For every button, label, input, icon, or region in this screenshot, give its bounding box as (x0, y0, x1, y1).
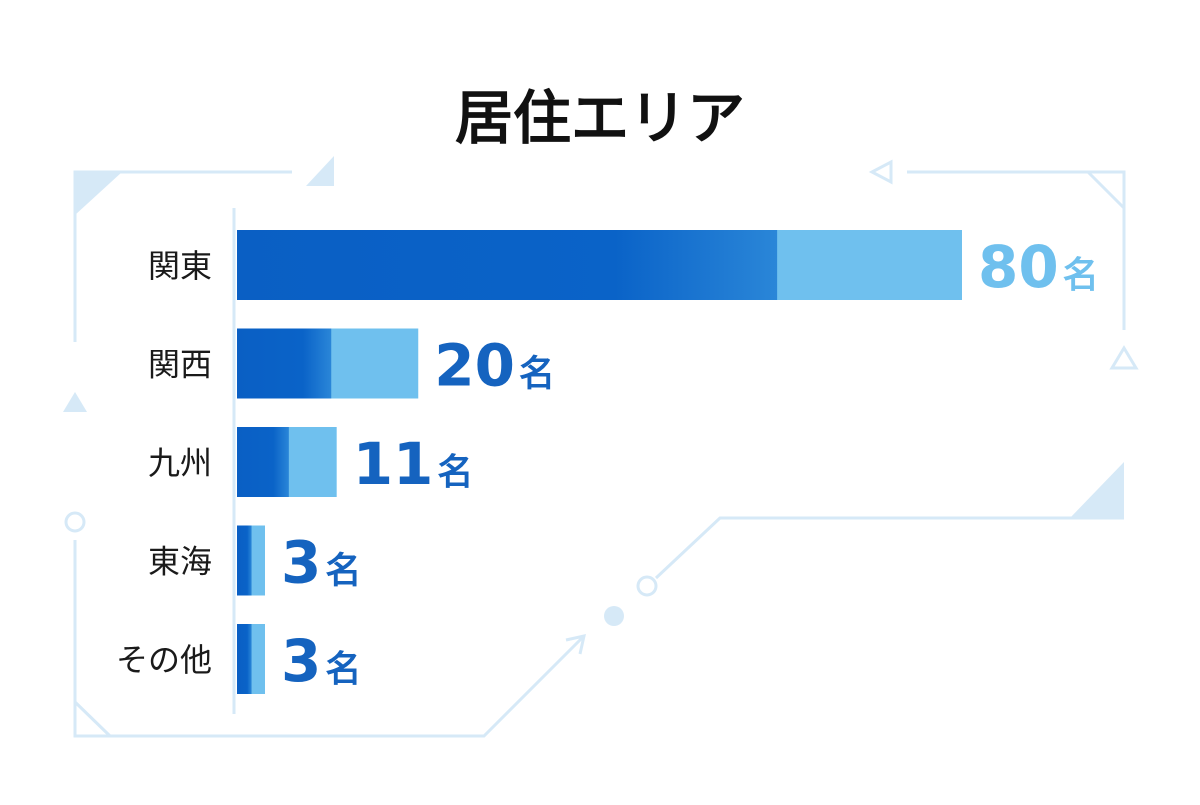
triangle-outline-icon (1109, 345, 1139, 370)
frame-corner-right (1070, 462, 1124, 518)
triangle-icon (306, 156, 334, 186)
value-unit: 名 (325, 649, 361, 690)
category-label: その他 (116, 641, 212, 679)
bar-dark-segment (237, 624, 252, 694)
bar-5 (237, 624, 265, 694)
decorative-frame (63, 156, 1139, 738)
category-label: 関西 (148, 346, 212, 384)
value-number: 80 (978, 233, 1059, 301)
arrow-icon (565, 634, 586, 655)
bar-dark-segment (237, 328, 332, 399)
bar-4 (237, 525, 265, 596)
bar-dark-segment (237, 427, 289, 497)
category-label: 東海 (148, 543, 212, 581)
value-number: 20 (434, 332, 515, 400)
bar-2 (237, 328, 419, 399)
value-unit: 名 (519, 354, 555, 395)
bar-dark-segment (237, 230, 778, 300)
frame-line-top-right (907, 170, 1126, 330)
value-label: 20 名 (434, 332, 555, 400)
category-label: 関東 (148, 247, 212, 285)
value-number: 3 (281, 529, 321, 597)
frame-line-top-right-diag (1086, 170, 1126, 210)
bar-1 (237, 230, 962, 300)
value-unit: 名 (437, 452, 473, 493)
triangle-icon (63, 392, 87, 412)
frame-corner-top-left (75, 172, 122, 215)
circle-dot-icon (604, 606, 624, 626)
value-labels: 80 名20 名11 名3 名3 名 (281, 233, 1099, 695)
value-number: 3 (281, 627, 321, 695)
triangle-outline-icon (868, 159, 893, 185)
value-label: 80 名 (978, 233, 1099, 301)
frame-line-middle-right (654, 516, 1124, 580)
frame-line-bottom-diag (73, 700, 112, 738)
chart-title: 居住エリア (455, 84, 745, 152)
category-label: 九州 (148, 444, 212, 482)
bar-dark-segment (237, 525, 252, 596)
value-unit: 名 (1063, 255, 1099, 296)
frame-line-bottom (73, 540, 584, 738)
value-label: 11 名 (353, 430, 474, 498)
circle-outline-icon (636, 575, 658, 597)
bar-3 (237, 427, 337, 497)
value-number: 11 (353, 430, 434, 498)
bars-group (237, 230, 962, 694)
circle-outline-icon (64, 511, 86, 533)
value-unit: 名 (325, 551, 361, 592)
